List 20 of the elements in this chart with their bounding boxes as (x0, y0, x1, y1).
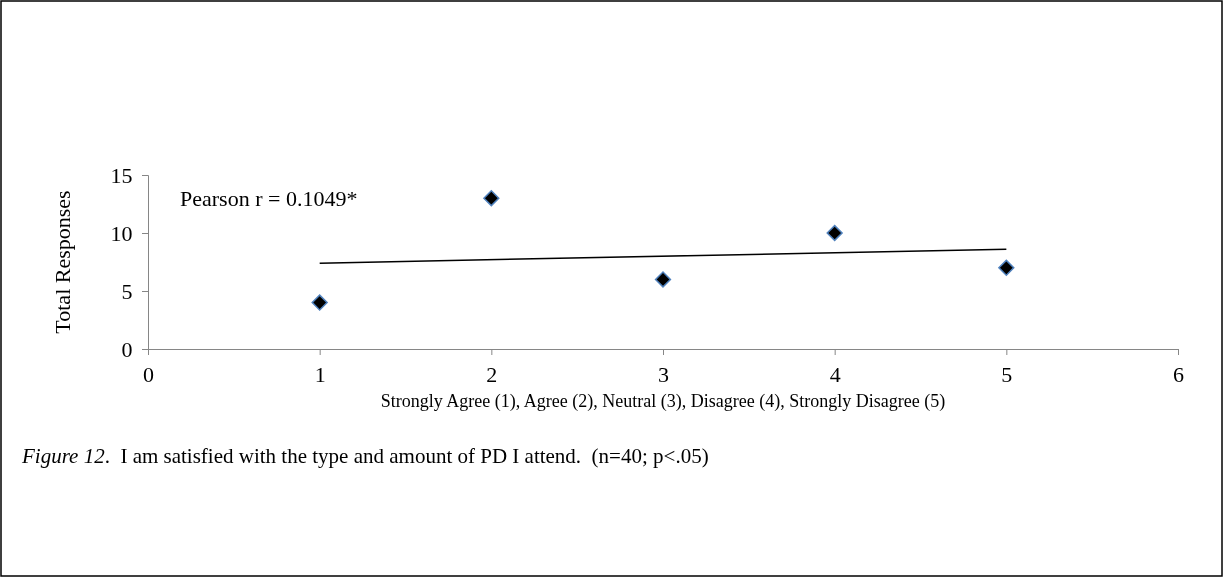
x-tick-label: 4 (829, 362, 841, 388)
x-tick-label: 2 (486, 362, 498, 388)
point (998, 259, 1015, 276)
y-tick-label: 5 (121, 278, 133, 304)
y-tick-label: 15 (110, 162, 133, 188)
y-tick-label: 0 (121, 336, 133, 362)
x-tick-label: 6 (1173, 362, 1184, 388)
point (311, 294, 328, 311)
y-tick-label: 10 (110, 220, 133, 246)
x-tick-label: 5 (1001, 362, 1013, 388)
x-tick-label: 0 (143, 362, 154, 388)
x-axis-title: Strongly Agree (1), Agree (2), Neutral (3), Disagree (4), Strongly Disagree (5) (380, 391, 946, 412)
point (654, 271, 672, 288)
annotation: Pearson r = 0.1049* (180, 186, 358, 212)
x-tick-label: 3 (658, 362, 669, 388)
point (826, 224, 843, 242)
point (483, 190, 500, 207)
caption: Figure 12. I am satisfied with the type and amount of PD I attend. (n=40; p<.05) (21, 444, 709, 468)
x-tick-label: 1 (314, 362, 326, 388)
y-axis-title: Total Responses (50, 190, 75, 334)
